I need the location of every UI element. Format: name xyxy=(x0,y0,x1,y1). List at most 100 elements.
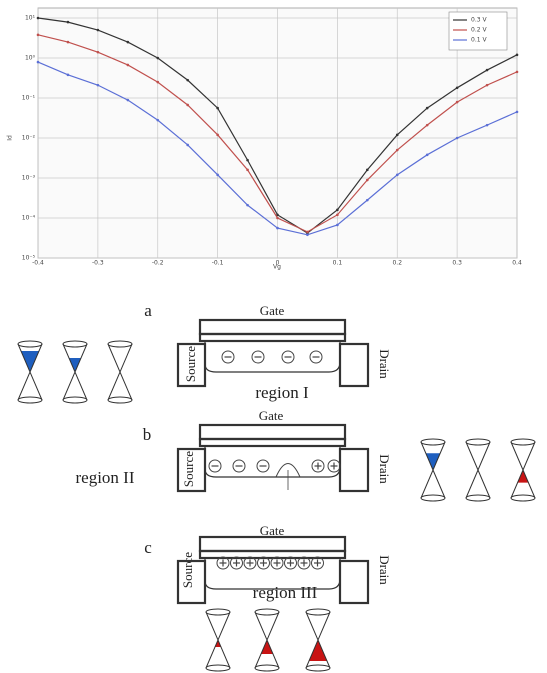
drain-contact xyxy=(338,559,370,605)
data-point xyxy=(276,213,279,217)
data-point xyxy=(336,213,339,217)
source-contact xyxy=(176,559,207,605)
data-point xyxy=(366,178,369,182)
y-tick-label: 10⁻⁵ xyxy=(22,255,36,262)
x-axis-label: Vg xyxy=(273,264,281,271)
data-point xyxy=(216,133,219,137)
data-point xyxy=(36,16,40,20)
data-point xyxy=(96,83,100,87)
data-point xyxy=(395,133,399,137)
data-point xyxy=(66,73,70,77)
data-point xyxy=(66,40,70,44)
data-point xyxy=(485,83,489,87)
source-label: Source xyxy=(180,552,195,588)
panel-label: c xyxy=(144,538,152,557)
data-point xyxy=(156,56,160,60)
source-contact xyxy=(176,342,207,388)
drain-label: Drain xyxy=(377,349,392,379)
x-tick-label: -0.4 xyxy=(32,260,44,267)
hole-icon xyxy=(257,556,270,570)
data-point xyxy=(485,123,489,127)
data-point xyxy=(455,100,459,104)
data-point xyxy=(306,230,309,234)
hole-icon xyxy=(311,459,325,473)
y-tick-label: 10⁻⁴ xyxy=(22,215,36,222)
y-tick-label: 10⁻¹ xyxy=(22,95,36,102)
gate-label: Gate xyxy=(260,303,285,318)
data-point xyxy=(366,198,369,202)
oxide-layer xyxy=(198,437,347,448)
data-point xyxy=(156,80,160,84)
electron-icon xyxy=(256,459,270,473)
cone-outline xyxy=(305,611,331,669)
y-axis-label: Id xyxy=(7,135,14,141)
hole-icon xyxy=(270,556,284,570)
x-tick-label: 0.1 xyxy=(333,260,343,267)
data-point xyxy=(336,208,339,212)
data-point xyxy=(126,63,130,67)
data-point xyxy=(515,70,519,74)
electron-icon xyxy=(281,350,295,364)
hole-icon xyxy=(216,556,230,570)
data-point xyxy=(186,78,189,82)
drain-label: Drain xyxy=(377,555,392,585)
legend-box xyxy=(448,11,508,51)
drain-label: Drain xyxy=(377,454,392,484)
cone-outline xyxy=(17,343,43,401)
data-point xyxy=(276,216,279,220)
panel-label: b xyxy=(143,425,152,444)
x-tick-label: 0.2 xyxy=(392,260,402,267)
source-label: Source xyxy=(183,346,198,382)
electron-icon xyxy=(232,459,246,473)
y-tick-label: 10⁰ xyxy=(25,55,36,62)
band-fill xyxy=(69,358,81,372)
band-fill xyxy=(215,640,221,647)
electron-icon xyxy=(221,350,235,364)
hole-icon xyxy=(230,556,243,570)
data-point xyxy=(515,110,519,114)
oxide-layer xyxy=(198,549,347,560)
cone-outline xyxy=(420,441,446,499)
region-label: region II xyxy=(75,468,134,487)
cone-outline xyxy=(254,611,280,669)
data-point xyxy=(246,168,249,172)
data-point xyxy=(96,50,100,54)
electron-icon xyxy=(251,350,265,364)
band-fill xyxy=(517,470,529,483)
data-point xyxy=(126,98,130,102)
gate-label: Gate xyxy=(259,408,284,423)
junction-divider xyxy=(275,463,301,478)
data-point xyxy=(126,40,130,44)
band-fill xyxy=(425,453,441,470)
source-contact xyxy=(176,447,207,493)
band-fill xyxy=(261,640,273,654)
legend-label: 0.1 V xyxy=(471,37,487,44)
data-point xyxy=(216,106,219,110)
electron-icon xyxy=(208,459,222,473)
data-point xyxy=(66,20,70,24)
data-point xyxy=(246,203,249,207)
x-tick-label: 0.4 xyxy=(512,260,522,267)
data-point xyxy=(366,168,369,172)
hole-icon xyxy=(327,459,341,473)
cone-outline xyxy=(465,441,491,499)
data-point xyxy=(276,226,279,230)
x-tick-label: -0.1 xyxy=(212,260,224,267)
cone-outline xyxy=(510,441,536,499)
data-point xyxy=(425,123,429,127)
drain-contact xyxy=(338,342,370,388)
x-tick-label: -0.3 xyxy=(92,260,104,267)
data-point xyxy=(186,143,189,147)
hole-icon xyxy=(297,556,311,570)
data-point xyxy=(36,60,40,64)
data-point xyxy=(36,33,40,37)
electron-icon xyxy=(309,350,323,364)
data-point xyxy=(515,53,519,57)
drain-contact xyxy=(338,447,370,493)
cone-outline xyxy=(107,343,133,401)
band-fill xyxy=(309,640,327,661)
data-point xyxy=(455,86,459,90)
data-point xyxy=(425,106,429,110)
x-tick-label: -0.2 xyxy=(152,260,164,267)
